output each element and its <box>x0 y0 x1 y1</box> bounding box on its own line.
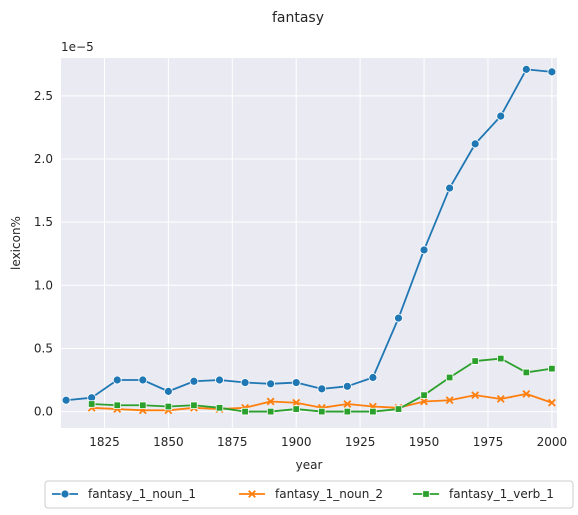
legend-entry: fantasy_1_verb_1 <box>413 487 554 501</box>
data-point <box>318 407 326 416</box>
data-point <box>317 384 327 394</box>
data-point <box>547 398 556 407</box>
data-point <box>189 376 199 386</box>
x-axis-label: year <box>296 458 323 472</box>
data-point <box>394 405 403 413</box>
data-point <box>522 389 531 398</box>
x-tick-label: 1975 <box>473 435 504 449</box>
data-point <box>291 378 301 387</box>
data-point <box>369 407 377 416</box>
tick-labels: 1825 1850 1875 1900 1925 1950 1975 2000 0.0 0.5 1.… <box>34 89 567 449</box>
data-point <box>241 407 249 416</box>
x-tick-label: 1825 <box>89 435 120 449</box>
data-point <box>521 64 531 74</box>
x-tick-label: 1950 <box>409 435 440 449</box>
legend-marker <box>248 490 256 498</box>
data-point <box>266 379 276 389</box>
data-point <box>266 407 275 416</box>
data-point <box>496 111 506 121</box>
data-point <box>368 373 378 382</box>
data-point <box>343 400 352 408</box>
data-point <box>548 364 556 373</box>
data-point <box>394 313 403 323</box>
x-tick-label: 1900 <box>281 435 312 449</box>
legend-entry: fantasy_1_noun_1 <box>52 487 196 501</box>
plot-area <box>61 58 557 428</box>
data-point <box>266 397 275 406</box>
x-tick-label: 2000 <box>537 435 568 449</box>
data-point <box>61 395 71 405</box>
data-point <box>139 401 147 409</box>
series-fantasy_1_noun_1 <box>61 64 557 405</box>
data-point <box>292 405 300 413</box>
legend-label: fantasy_1_noun_1 <box>88 487 196 501</box>
legend: fantasy_1_noun_1 fantasy_1_noun_2 fantasy_… <box>44 480 574 509</box>
data-point <box>470 139 480 149</box>
legend-entry: fantasy_1_noun_2 <box>239 487 383 501</box>
legend-label: fantasy_1_verb_1 <box>449 487 554 501</box>
data-point <box>496 395 505 403</box>
y-scale-label: 1e−5 <box>61 40 94 54</box>
data-point <box>522 368 531 377</box>
x-tick-label: 1850 <box>153 435 184 449</box>
data-point <box>471 357 479 365</box>
data-point <box>190 401 198 409</box>
legend-marker <box>60 489 70 499</box>
y-tick-label: 0.0 <box>34 405 53 419</box>
data-point <box>138 375 148 385</box>
legend-frame <box>44 480 574 509</box>
chart-title: fantasy <box>272 10 324 26</box>
data-point <box>87 400 96 408</box>
data-point <box>163 386 173 396</box>
legend-label: fantasy_1_noun_2 <box>275 487 383 501</box>
data-point <box>343 407 352 416</box>
x-tick-label: 1925 <box>345 435 376 449</box>
legend-marker <box>422 490 430 498</box>
data-point <box>215 375 224 385</box>
y-tick-label: 1.5 <box>34 215 53 229</box>
y-tick-label: 0.5 <box>34 341 53 355</box>
data-point <box>420 397 428 406</box>
data-point <box>113 401 121 409</box>
data-point <box>215 404 224 412</box>
data-point <box>342 381 352 391</box>
data-point <box>471 391 480 400</box>
x-tick-label: 1875 <box>217 435 248 449</box>
data-point <box>445 373 454 382</box>
data-point <box>112 375 122 385</box>
data-point <box>164 402 173 411</box>
y-tick-label: 2.5 <box>34 89 53 103</box>
data-point <box>420 391 428 399</box>
y-tick-label: 2.0 <box>34 152 53 166</box>
data-point <box>292 398 301 407</box>
series-fantasy_1_verb_1 <box>87 354 556 416</box>
data-point <box>497 354 505 363</box>
data-point <box>240 378 250 387</box>
data-point <box>547 67 557 77</box>
data-point <box>445 396 454 405</box>
y-axis-label: lexicon% <box>9 216 23 270</box>
series-line <box>66 68 552 402</box>
data-point <box>445 183 455 193</box>
y-tick-label: 1.0 <box>34 278 53 292</box>
data-point <box>419 245 429 255</box>
series-layer <box>61 64 557 416</box>
